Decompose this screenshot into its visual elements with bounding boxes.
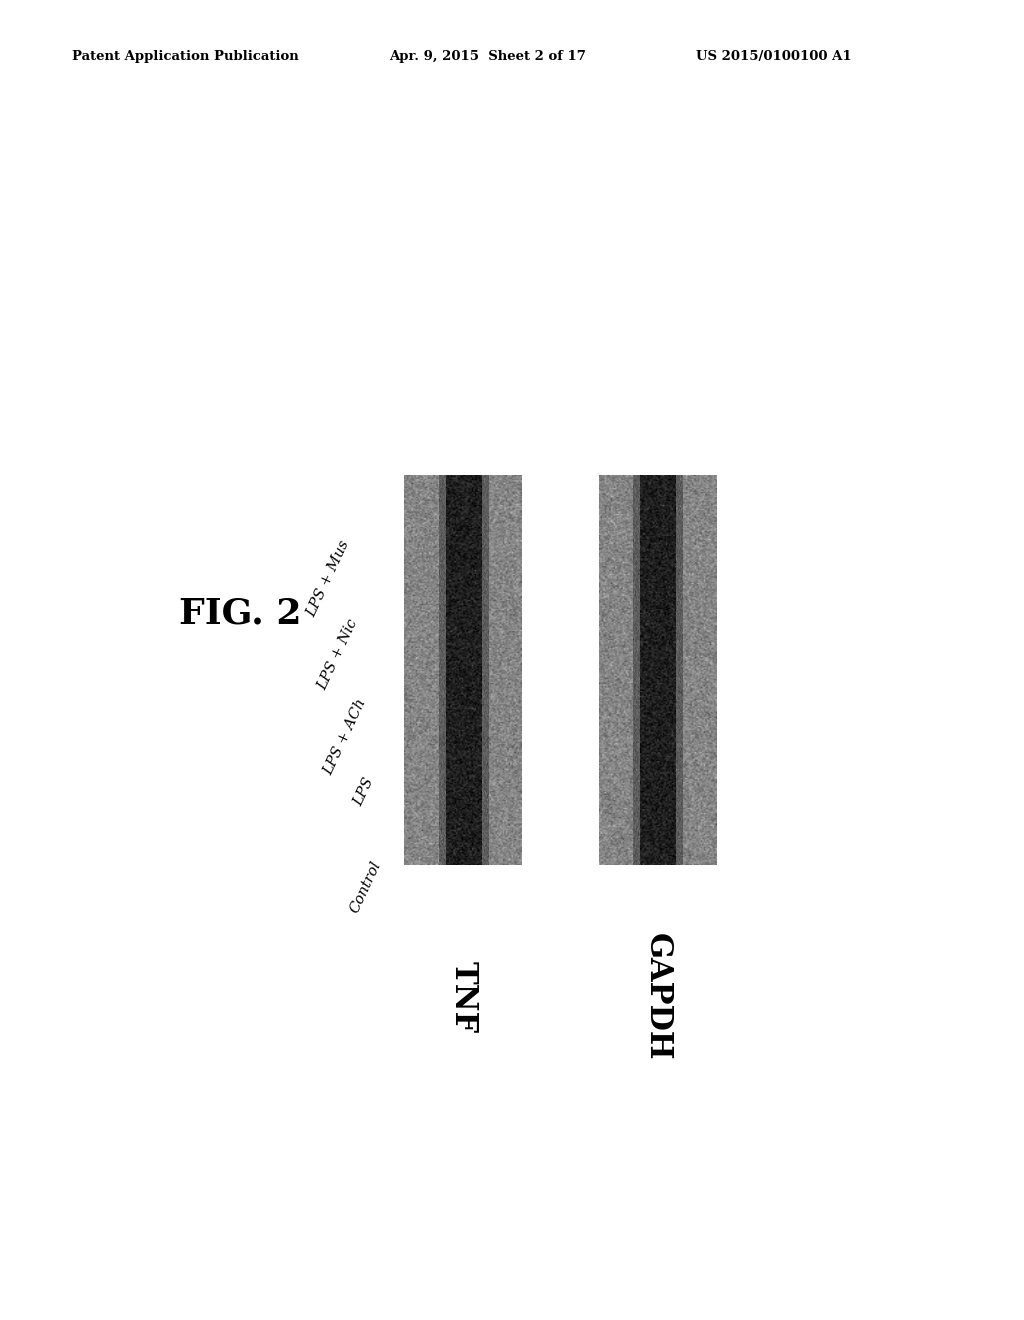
Text: LPS + ACh: LPS + ACh bbox=[322, 697, 369, 777]
Text: LPS + Mus: LPS + Mus bbox=[304, 539, 352, 619]
Text: LPS: LPS bbox=[351, 776, 377, 808]
Text: Control: Control bbox=[348, 859, 384, 915]
Text: TNF: TNF bbox=[447, 961, 478, 1032]
Text: Patent Application Publication: Patent Application Publication bbox=[72, 50, 298, 63]
Text: Apr. 9, 2015  Sheet 2 of 17: Apr. 9, 2015 Sheet 2 of 17 bbox=[389, 50, 586, 63]
Text: FIG. 2: FIG. 2 bbox=[179, 597, 302, 631]
Text: LPS + Nic: LPS + Nic bbox=[315, 618, 360, 693]
Text: US 2015/0100100 A1: US 2015/0100100 A1 bbox=[696, 50, 852, 63]
Text: GAPDH: GAPDH bbox=[642, 933, 673, 1060]
